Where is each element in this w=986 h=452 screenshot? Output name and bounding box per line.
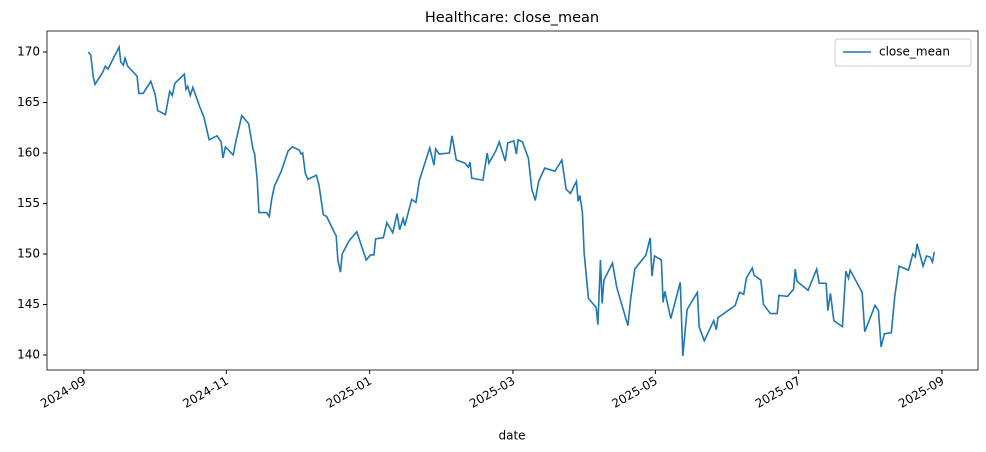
x-axis-label: date (498, 429, 525, 443)
y-tick-label: 160 (17, 145, 40, 159)
y-tick-label: 140 (17, 347, 40, 361)
y-tick-label: 145 (17, 297, 40, 311)
y-tick-label: 170 (17, 45, 40, 59)
y-tick-label: 150 (17, 246, 40, 260)
chart-title: Healthcare: close_mean (425, 10, 599, 26)
line-series (87, 44, 936, 357)
legend-box (834, 38, 972, 67)
y-tick-label: 165 (17, 95, 40, 109)
y-tick-label: 155 (17, 196, 40, 210)
plot-frame (46, 30, 979, 371)
legend-label: close_mean (879, 45, 950, 59)
